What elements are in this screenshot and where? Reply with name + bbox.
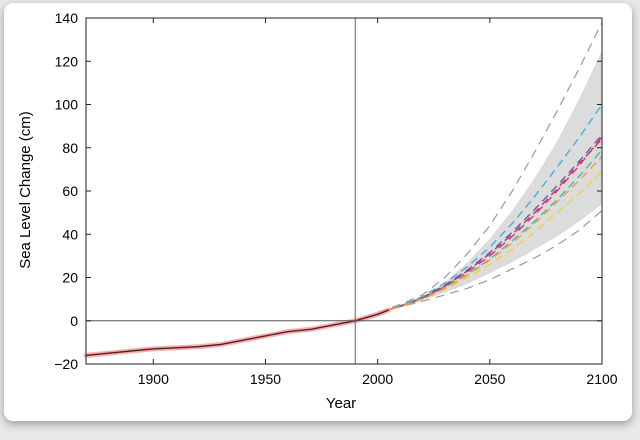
y-tick-label: 0 — [70, 313, 78, 329]
sea-level-chart: −20 0 20 40 60 80 100 120 140 1900 1950 2000 2050 210… — [17, 10, 618, 412]
y-tick-label: 60 — [62, 183, 78, 199]
x-tick-label: 2100 — [586, 371, 617, 387]
y-tick-label: 120 — [55, 53, 79, 69]
observed-trend-line — [85, 309, 390, 356]
reference-lines-layer — [86, 18, 602, 364]
y-tick-label: 100 — [55, 97, 79, 113]
projection-series-line-4 — [377, 134, 603, 314]
x-tick-label: 2000 — [362, 371, 393, 387]
y-tick-label: 20 — [62, 270, 78, 286]
x-tick-label: 2050 — [474, 371, 505, 387]
outer-lower-bound-line — [377, 210, 603, 314]
projection-bounds-layer — [377, 22, 603, 314]
observed-record-layer — [83, 307, 392, 358]
figure-card: −20 0 20 40 60 80 100 120 140 1900 1950 2000 2050 210… — [4, 3, 632, 421]
projection-series-layer — [377, 104, 603, 314]
y-tick-label: −20 — [54, 356, 78, 372]
y-tick-label: 80 — [62, 140, 78, 156]
projection-series-line-5 — [377, 138, 603, 314]
projection-series-line-2 — [377, 149, 603, 314]
projection-series-line-7 — [377, 155, 603, 314]
x-tick-label: 1950 — [250, 371, 281, 387]
observed-raw-band — [83, 307, 392, 358]
plot-frame — [85, 17, 603, 365]
y-tick-label: 40 — [62, 226, 78, 242]
x-tick-label: 1900 — [138, 371, 169, 387]
y-tick-label: 140 — [55, 10, 79, 26]
y-axis-label: Sea Level Change (cm) — [17, 111, 34, 269]
x-axis-label: Year — [326, 395, 356, 412]
axes-layer: −20 0 20 40 60 80 100 120 140 1900 1950 2000 2050 210… — [54, 10, 618, 387]
